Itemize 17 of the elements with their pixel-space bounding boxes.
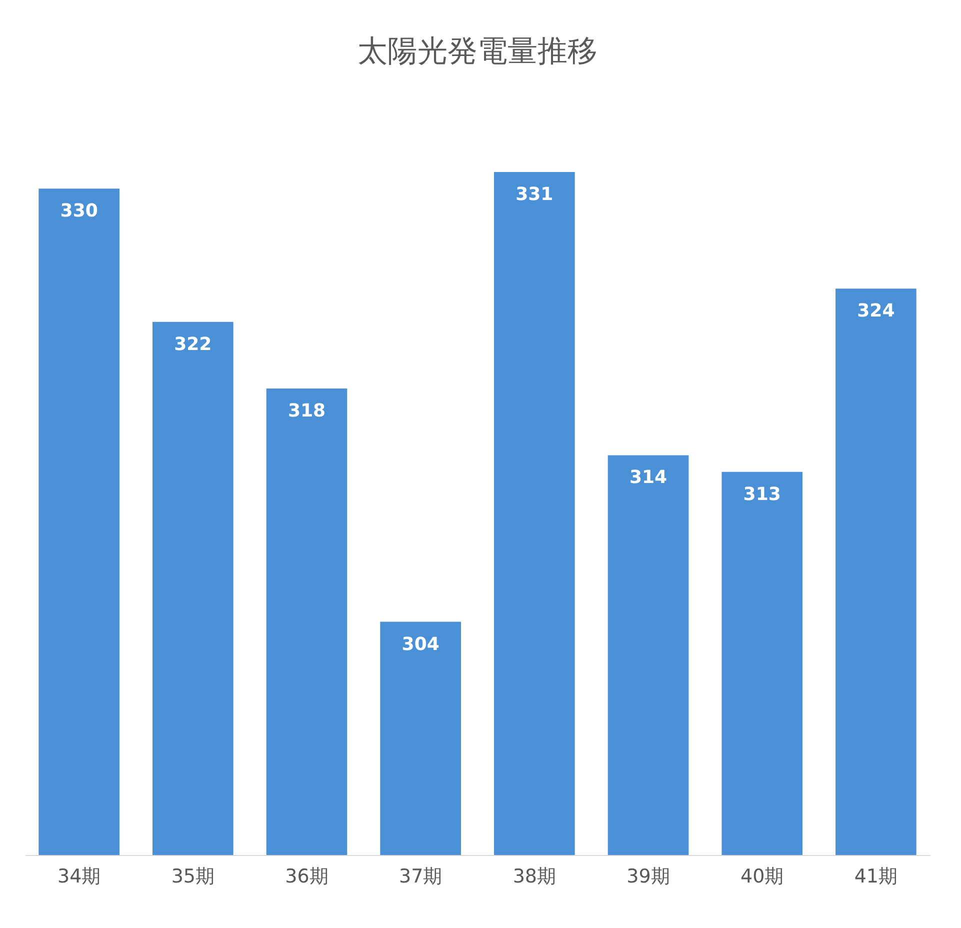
- data-label: 330: [60, 200, 98, 222]
- x-tick-label: 35期: [171, 866, 215, 888]
- x-tick-label: 40期: [740, 866, 784, 888]
- data-label: 304: [402, 634, 440, 655]
- chart-title: 太陽光発電量推移: [358, 34, 598, 69]
- data-label: 313: [743, 484, 781, 505]
- x-tick-label: 41期: [854, 866, 898, 888]
- x-tick-label: 39期: [626, 866, 670, 888]
- data-label: 318: [288, 400, 326, 422]
- data-label: 324: [857, 300, 895, 322]
- data-label: 322: [174, 334, 212, 355]
- data-label: 331: [516, 184, 554, 205]
- x-tick-label: 38期: [512, 866, 556, 888]
- data-label: 314: [629, 467, 668, 488]
- x-tick-label: 37期: [398, 866, 442, 888]
- x-tick-label: 36期: [285, 866, 328, 888]
- x-tick-label: 34期: [57, 866, 101, 888]
